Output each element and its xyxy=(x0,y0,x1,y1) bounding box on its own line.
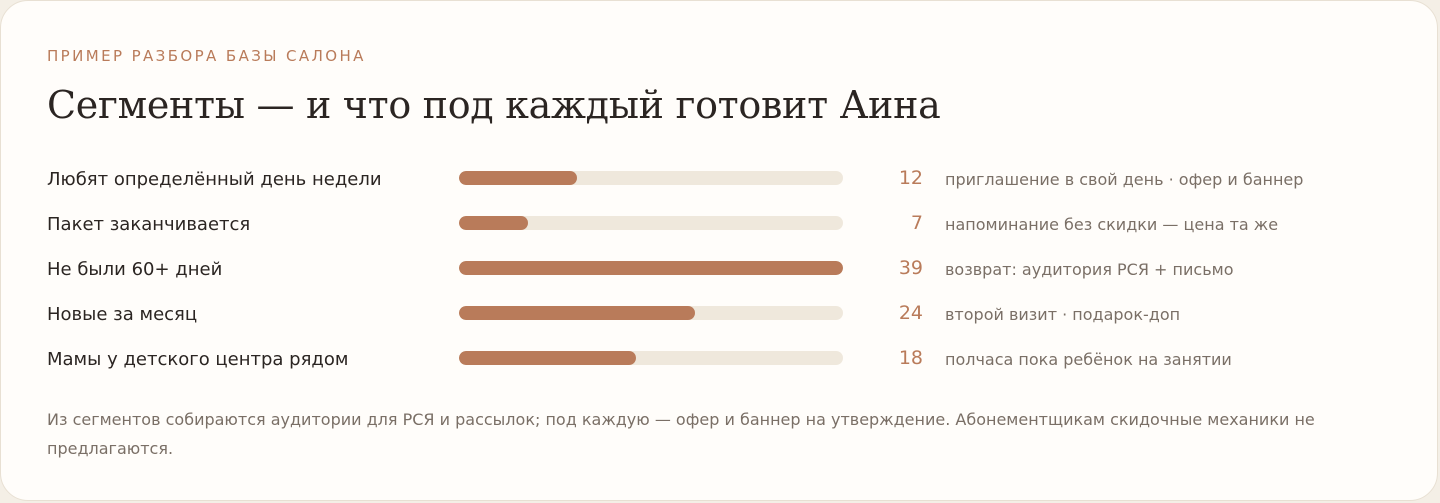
segment-label: Мамы у детского центра рядом xyxy=(47,349,349,370)
segment-value: 7 xyxy=(910,212,923,234)
segment-value: 24 xyxy=(898,302,923,324)
segment-action: напоминание без скидки — цена та же xyxy=(945,215,1279,234)
segment-row: Пакет заканчивается 7 напоминание без скид… xyxy=(1,204,1439,244)
segment-label: Пакет заканчивается xyxy=(47,214,251,235)
segment-row: Новые за месяц 24 второй визит · подарок-д… xyxy=(1,294,1439,334)
segment-bar xyxy=(459,261,843,275)
segment-bar-track xyxy=(459,216,843,230)
segment-action: второй визит · подарок-доп xyxy=(945,305,1181,324)
segment-row: Любят определённый день недели 12 приглаше… xyxy=(1,159,1439,199)
segment-value: 39 xyxy=(898,257,923,279)
segment-bar-track xyxy=(459,306,843,320)
footnote: Из сегментов собираются аудитории для РС… xyxy=(47,410,1315,458)
segment-label: Не были 60+ дней xyxy=(47,259,223,280)
segment-bar xyxy=(459,216,528,230)
segment-label: Новые за месяц xyxy=(47,304,198,325)
segment-bar-track xyxy=(459,261,843,275)
segment-label: Любят определённый день недели xyxy=(47,169,382,190)
card-title: Сегменты — и что под каждый готовит Аина xyxy=(47,83,941,127)
segment-bar-track xyxy=(459,171,843,185)
segment-row: Мамы у детского центра рядом 18 полчаса по… xyxy=(1,339,1439,379)
segment-action: возврат: аудитория РСЯ + письмо xyxy=(945,260,1234,279)
eyebrow-label: ПРИМЕР РАЗБОРА БАЗЫ САЛОНА xyxy=(47,47,366,65)
segment-action: приглашение в свой день · офер и баннер xyxy=(945,170,1304,189)
segment-bar xyxy=(459,306,696,320)
segment-value: 12 xyxy=(898,167,923,189)
segment-row: Не были 60+ дней 39 возврат: аудитория РСЯ… xyxy=(1,249,1439,289)
segment-action: полчаса пока ребёнок на занятии xyxy=(945,350,1232,369)
segment-bar-track xyxy=(459,351,843,365)
segment-bar xyxy=(459,171,578,185)
segment-bar xyxy=(459,351,637,365)
segment-value: 18 xyxy=(898,347,923,369)
